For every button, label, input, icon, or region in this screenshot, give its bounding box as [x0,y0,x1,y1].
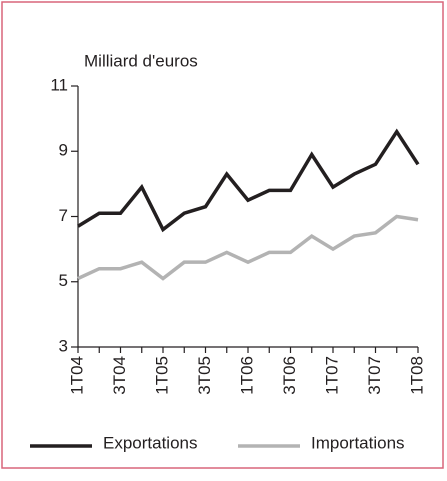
frame [1,1,444,469]
x-tick-label: 3T06 [280,356,299,395]
y-tick-label: 5 [59,271,68,290]
y-axis-label: Milliard d'euros [84,51,198,70]
x-tick-label: 1T04 [67,356,86,395]
x-tick-label: 1T07 [322,356,341,395]
line-series [77,214,419,281]
x-tick-label: 3T04 [110,356,129,395]
y-tick-label: 11 [50,75,68,94]
x-tick-label: 3T07 [365,356,384,395]
y-tick-label: 3 [59,336,68,355]
x-tick-label: 1T05 [152,356,171,395]
x-tick-label: 3T05 [195,356,214,395]
y-tick-label: 7 [59,206,68,225]
x-tick-label: 1T08 [407,356,426,395]
line-series [77,128,420,233]
y-tick-label: 9 [59,141,68,160]
legend-label: Importations [311,433,405,452]
x-tick-label: 1T06 [237,356,256,395]
legend-label: Exportations [103,433,198,452]
